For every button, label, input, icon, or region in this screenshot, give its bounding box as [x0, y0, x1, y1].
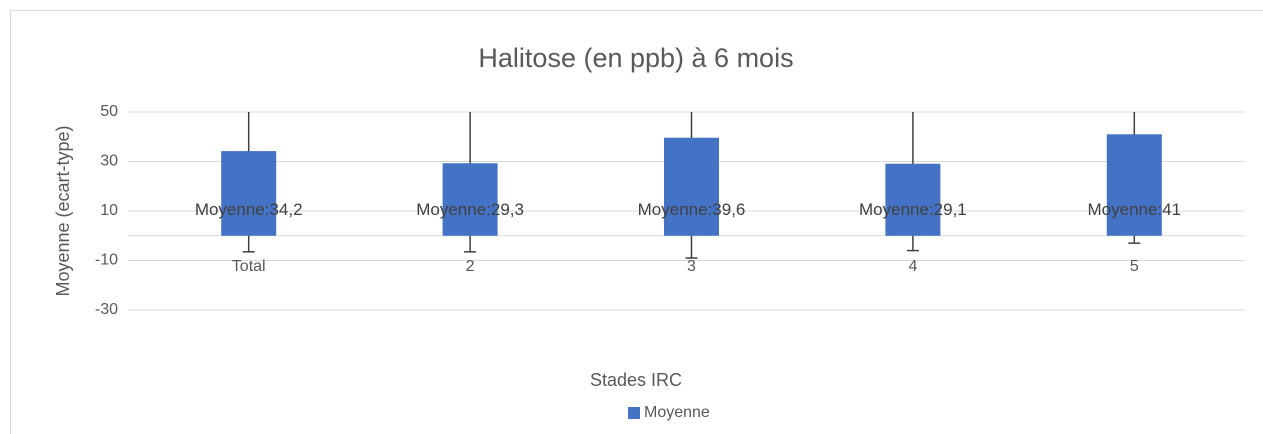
- y-tick-label: 30: [100, 153, 118, 170]
- data-label: Moyenne:41: [1088, 200, 1182, 219]
- data-label: Moyenne:34,2: [195, 200, 303, 219]
- data-label: Moyenne:29,3: [416, 200, 524, 219]
- y-tick-label: 50: [100, 103, 118, 120]
- y-tick-label: -10: [95, 252, 118, 269]
- x-tick-label: Total: [232, 258, 266, 275]
- data-label: Moyenne:39,6: [638, 200, 746, 219]
- x-tick-label: 2: [466, 258, 475, 275]
- bar: [885, 163, 941, 236]
- x-tick-label: 4: [908, 258, 917, 275]
- legend-label: Moyenne: [644, 404, 710, 421]
- legend-swatch: [628, 407, 640, 419]
- chart-frame: [10, 10, 1263, 434]
- x-tick-label: 5: [1130, 258, 1139, 275]
- bar: [442, 163, 498, 236]
- y-tick-label: 10: [100, 202, 118, 219]
- x-axis-title: Stades IRC: [590, 370, 682, 390]
- y-tick-label: -30: [95, 301, 118, 318]
- chart-title: Halitose (en ppb) à 6 mois: [478, 43, 793, 73]
- y-axis-title: Moyenne (ecart-type): [53, 125, 73, 296]
- bar: [221, 151, 277, 236]
- data-label: Moyenne:29,1: [859, 200, 967, 219]
- bar: [1106, 134, 1162, 236]
- bar: [664, 137, 719, 236]
- x-tick-label: 3: [687, 258, 696, 275]
